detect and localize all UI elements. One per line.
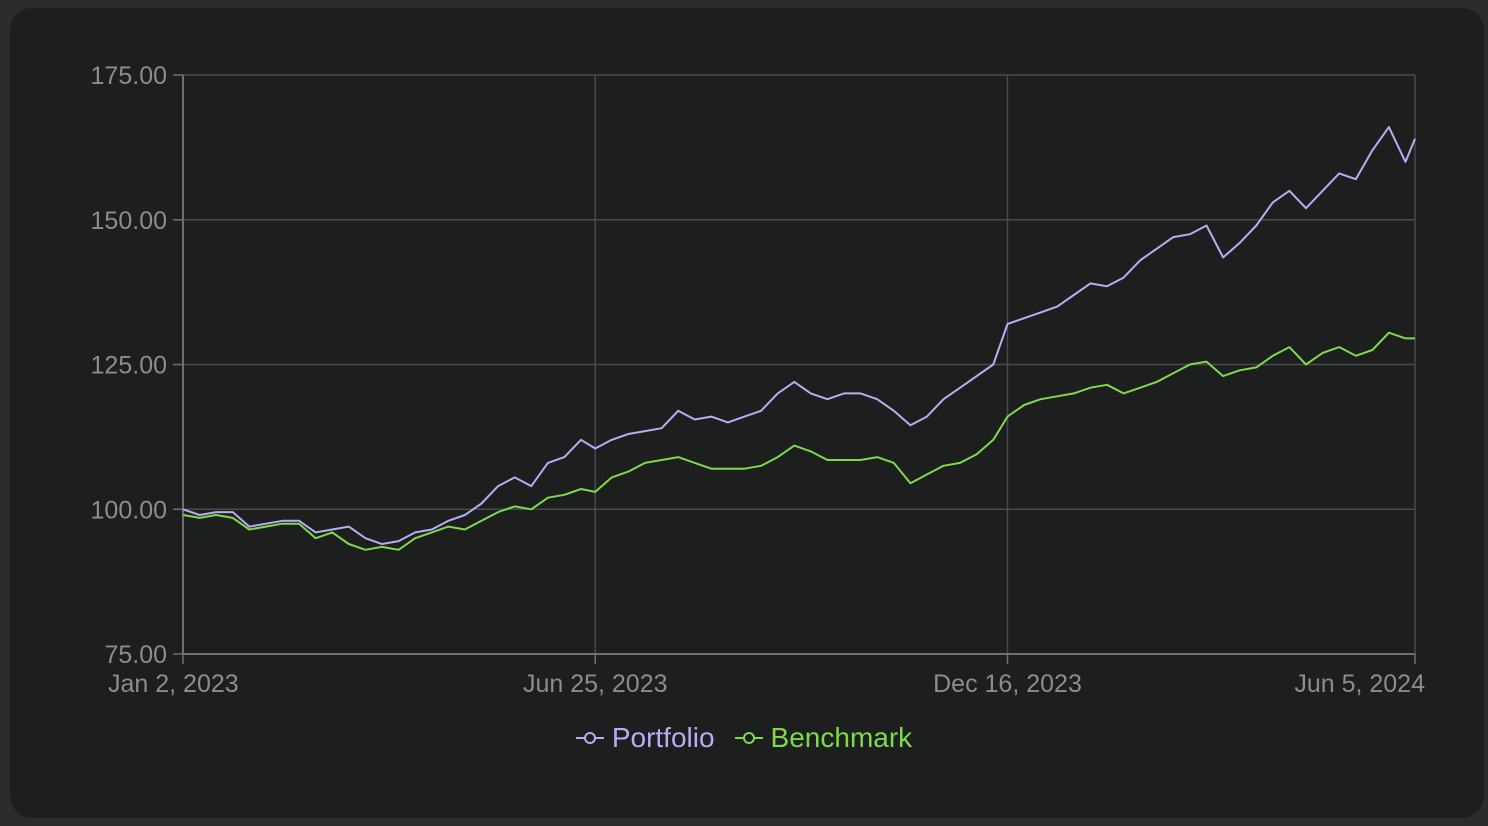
line-marker-icon (575, 731, 604, 745)
y-tick-label: 150.00 (91, 207, 167, 235)
x-tick-label: Jun 5, 2024 (1294, 670, 1425, 698)
legend-item-benchmark[interactable]: Benchmark (734, 722, 913, 754)
series-lines (182, 126, 1416, 551)
y-tick-label: 100.00 (91, 496, 167, 524)
legend-label: Benchmark (770, 722, 913, 753)
chart-card (10, 8, 1484, 818)
tick-labels: 75.00 100.00 125.00 150.00 175.00 Jan 2, 2023… (91, 62, 1426, 698)
y-tick-label: 75.00 (104, 641, 167, 669)
axes (173, 74, 1416, 664)
grid-lines (182, 74, 1416, 655)
x-tick-label: Jan 2, 2023 (108, 670, 239, 698)
series-line-portfolio (182, 126, 1416, 545)
legend-item-portfolio[interactable]: Portfolio (575, 722, 715, 754)
x-tick-label: Dec 16, 2023 (933, 670, 1082, 698)
y-tick-label: 125.00 (91, 352, 167, 380)
legend-label: Portfolio (611, 722, 715, 753)
series-line-benchmark (182, 331, 1415, 551)
line-marker-icon (734, 731, 763, 745)
legend: Portfolio Benchmark (0, 722, 1488, 754)
x-tick-label: Jun 25, 2023 (523, 670, 668, 698)
y-tick-label: 175.00 (91, 62, 167, 90)
